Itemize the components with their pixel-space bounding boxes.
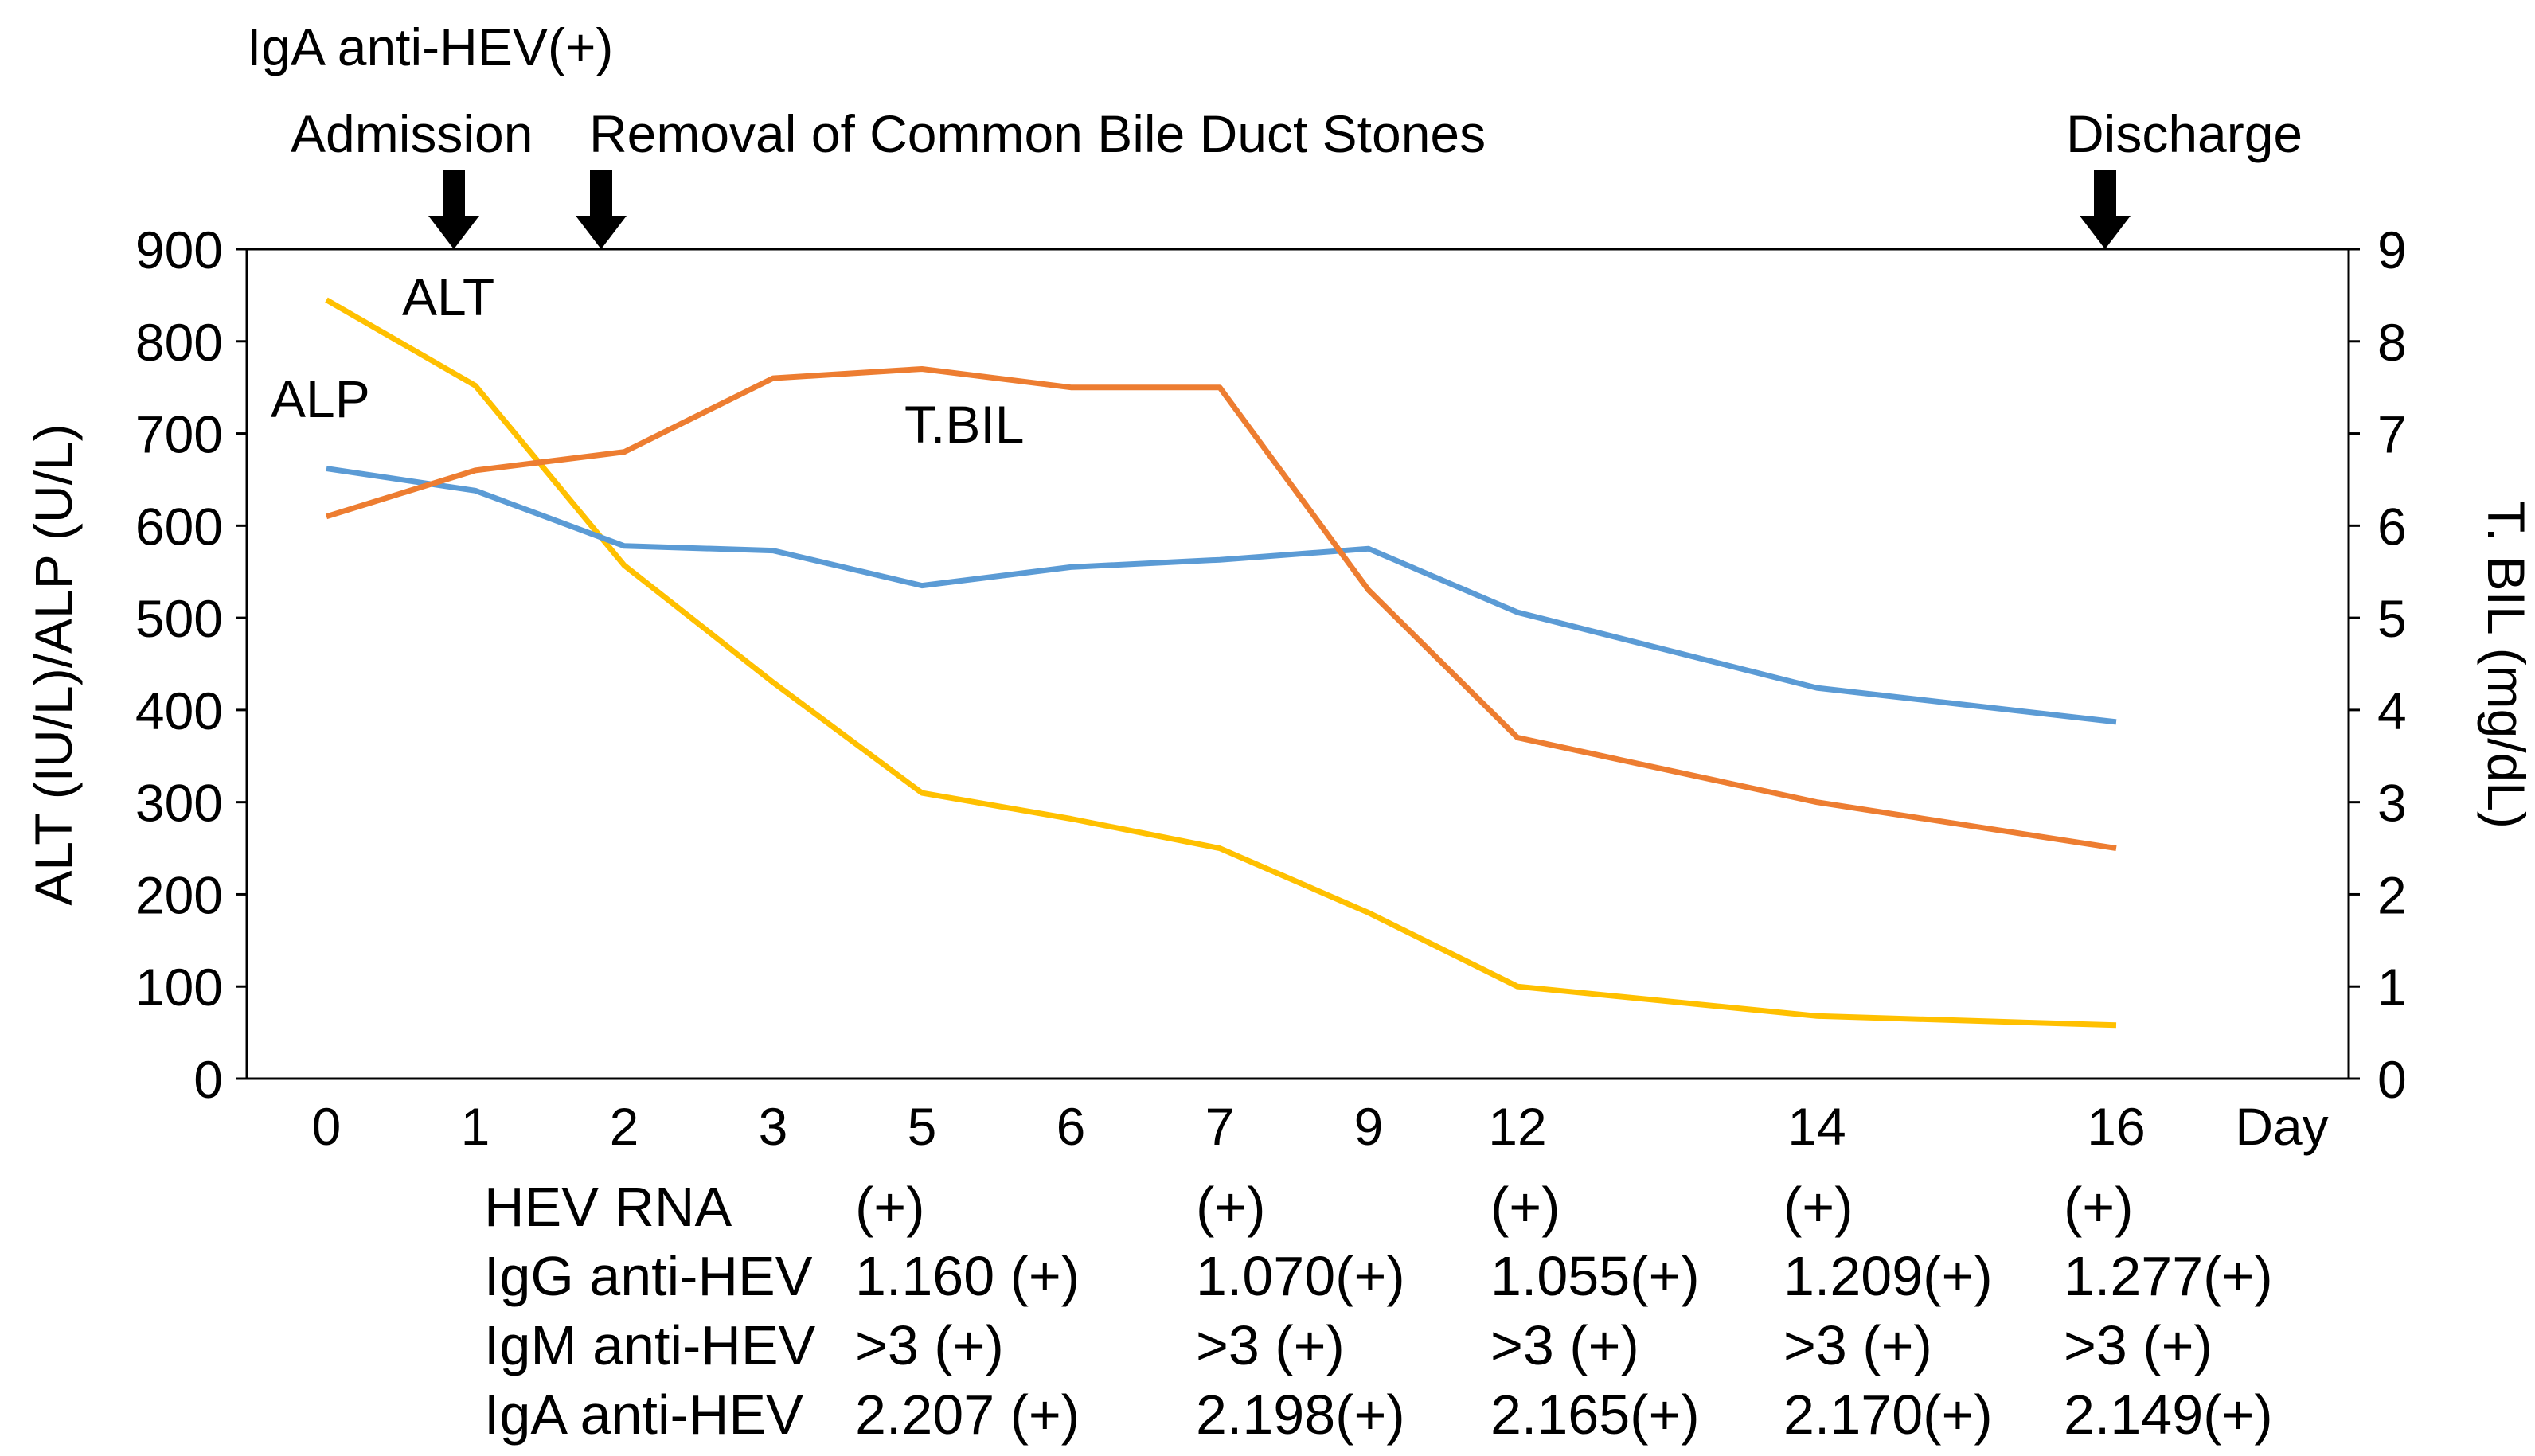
y-left-tick-label: 700: [135, 405, 223, 464]
x-tick-label: 14: [1787, 1097, 1846, 1156]
y-left-tick-label: 800: [135, 313, 223, 372]
y-left-tick-label: 0: [193, 1050, 223, 1109]
admission-arrow-icon: [428, 170, 479, 249]
y-left-tick-label: 900: [135, 221, 223, 279]
table-row-label: IgM anti-HEV: [484, 1314, 816, 1376]
event-arrows: [428, 170, 2131, 249]
x-tick-label: 1: [461, 1097, 490, 1156]
table-cell: (+): [855, 1176, 925, 1238]
x-tick-label: 0: [312, 1097, 342, 1156]
y-right-tick-label: 7: [2377, 405, 2407, 464]
x-tick-label: 16: [2087, 1097, 2145, 1156]
discharge-arrow-icon: [2080, 170, 2131, 249]
table-cell: 1.277(+): [2064, 1245, 2273, 1307]
x-axis-unit-label: Day: [2235, 1097, 2328, 1156]
y-axis-right-ticks: 0 1 2 3 4 5 6 7 8 9: [2349, 221, 2407, 1109]
y-right-tick-label: 8: [2377, 313, 2407, 372]
table-cell: >3 (+): [855, 1314, 1004, 1376]
y-right-tick-label: 2: [2377, 865, 2407, 924]
y-left-tick-label: 100: [135, 958, 223, 1017]
series-line-alt: [325, 297, 2117, 1029]
stone-removal-label: Removal of Common Bile Duct Stones: [589, 104, 1486, 163]
alp-series-label: ALP: [271, 369, 370, 428]
x-tick-label: 6: [1057, 1097, 1086, 1156]
x-tick-label: 9: [1354, 1097, 1384, 1156]
y-left-tick-label: 500: [135, 589, 223, 648]
iga-anti-hev-annotation: IgA anti-HEV(+): [247, 18, 613, 76]
x-tick-label: 7: [1205, 1097, 1235, 1156]
table-cell: (+): [1783, 1176, 1853, 1238]
series-line-tbil: [325, 366, 2117, 852]
y-left-tick-label: 300: [135, 774, 223, 833]
y-right-tick-label: 4: [2377, 681, 2407, 740]
y-axis-left-ticks: 0 100 200 300 400 500 600 700 800 900: [135, 221, 247, 1109]
table-cell: (+): [2064, 1176, 2134, 1238]
series-line-alp: [326, 466, 2117, 725]
x-axis-ticks: 0 1 2 3 5 6 7 9 12 14 16: [312, 1097, 2146, 1156]
y-left-tick-label: 600: [135, 497, 223, 556]
table-cell: 2.198(+): [1196, 1384, 1405, 1446]
y-axis-right-label: T. BIL (mg/dL): [2477, 501, 2535, 829]
table-cell: 2.149(+): [2064, 1384, 2273, 1446]
table-cell: 1.055(+): [1490, 1245, 1700, 1307]
removal-arrow-icon: [576, 170, 627, 249]
y-axis-left-label: ALT (IU/L)/ALP (U/L): [24, 424, 83, 905]
table-cell: 1.160 (+): [855, 1245, 1080, 1307]
table-cell: 2.165(+): [1490, 1384, 1700, 1446]
table-cell: >3 (+): [1196, 1314, 1345, 1376]
table-cell: 2.170(+): [1783, 1384, 1993, 1446]
y-right-tick-label: 1: [2377, 958, 2407, 1017]
y-left-tick-label: 400: [135, 681, 223, 740]
series-lines: [325, 297, 2117, 1029]
y-left-tick-label: 200: [135, 865, 223, 924]
table-cell: >3 (+): [2064, 1314, 2213, 1376]
table-cell: 1.070(+): [1196, 1245, 1405, 1307]
table-row-label: IgG anti-HEV: [484, 1245, 813, 1307]
plot-area: [245, 248, 2350, 1080]
table-cell: >3 (+): [1490, 1314, 1639, 1376]
y-right-tick-label: 6: [2377, 497, 2407, 556]
serology-table: HEV RNA (+) (+) (+) (+) (+) IgG anti-HEV 1.160 …: [484, 1176, 2273, 1446]
y-right-tick-label: 3: [2377, 774, 2407, 833]
table-cell: 2.207 (+): [855, 1384, 1080, 1446]
table-cell: >3 (+): [1783, 1314, 1932, 1376]
table-cell: (+): [1196, 1176, 1266, 1238]
table-cell: 1.209(+): [1783, 1245, 1993, 1307]
admission-label: Admission: [291, 104, 533, 163]
alt-series-label: ALT: [402, 267, 494, 326]
tbil-series-label: T.BIL: [904, 395, 1024, 454]
table-cell: (+): [1490, 1176, 1560, 1238]
discharge-label: Discharge: [2066, 104, 2303, 163]
table-row-label: HEV RNA: [484, 1176, 732, 1238]
x-tick-label: 5: [908, 1097, 937, 1156]
table-row-label: IgA anti-HEV: [484, 1384, 803, 1446]
x-tick-label: 2: [610, 1097, 639, 1156]
x-tick-label: 12: [1488, 1097, 1546, 1156]
y-right-tick-label: 9: [2377, 221, 2407, 279]
y-right-tick-label: 0: [2377, 1050, 2407, 1109]
x-tick-label: 3: [759, 1097, 788, 1156]
y-right-tick-label: 5: [2377, 589, 2407, 648]
